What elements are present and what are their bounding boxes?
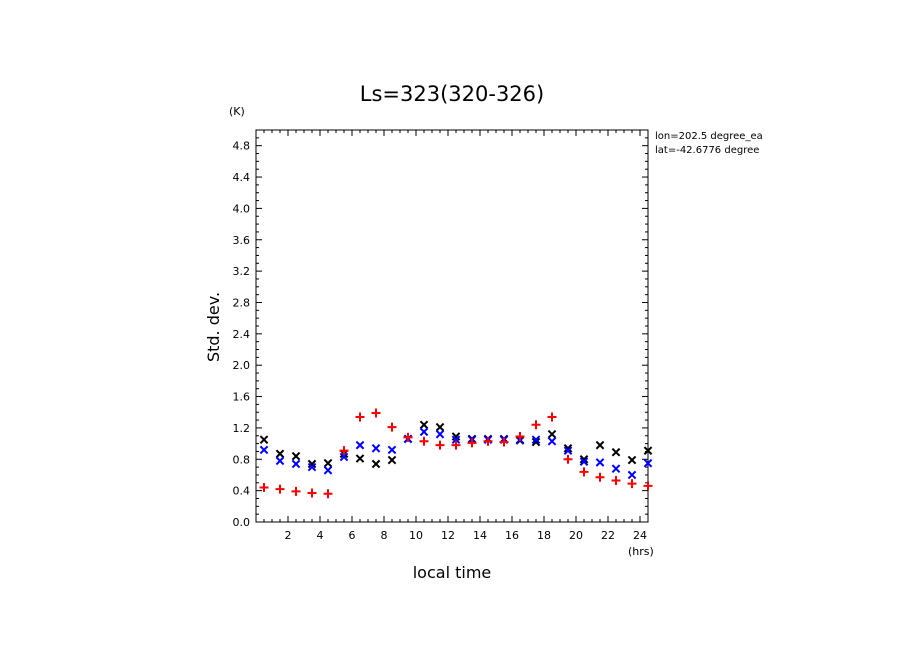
data-point [611, 475, 621, 485]
x-tick-label: 18 [537, 529, 551, 542]
data-point [275, 456, 285, 466]
data-point [643, 458, 653, 468]
y-axis-label: Std. dev. [204, 292, 223, 362]
data-point [275, 449, 285, 459]
data-point [419, 436, 429, 446]
x-tick-label: 4 [317, 529, 324, 542]
annotation-lat: lat=-42.6776 degree [655, 145, 759, 156]
data-point [531, 420, 541, 430]
chart-title: Ls=323(320-326) [360, 82, 544, 106]
data-point [483, 436, 493, 446]
data-point [579, 454, 589, 464]
data-point [627, 479, 637, 489]
data-point [387, 455, 397, 465]
y-tick-label: 4.0 [233, 202, 251, 215]
data-point [435, 429, 445, 439]
data-point [579, 457, 589, 466]
data-point [419, 427, 429, 437]
data-point [403, 432, 413, 442]
data-point [563, 443, 573, 453]
y-tick-label: 0.0 [233, 516, 251, 529]
data-point [627, 455, 637, 465]
data-point [611, 464, 621, 473]
data-point [307, 459, 317, 469]
data-point [355, 440, 365, 450]
data-point [451, 440, 461, 450]
data-point [387, 422, 397, 432]
y-tick-label: 4.4 [233, 171, 251, 184]
y-tick-label: 3.2 [233, 265, 251, 278]
data-point [515, 432, 525, 442]
x-unit-label: (hrs) [628, 545, 654, 558]
series-0 [259, 420, 653, 469]
x-tick-label: 24 [633, 529, 647, 542]
data-point [323, 465, 333, 475]
y-tick-label: 3.6 [233, 234, 251, 247]
data-point [547, 429, 557, 439]
x-tick-label: 12 [441, 529, 455, 542]
y-tick-label: 0.8 [233, 453, 251, 466]
data-point [531, 437, 541, 447]
data-point [307, 488, 317, 498]
x-tick-label: 2 [285, 529, 292, 542]
data-point [323, 458, 333, 468]
data-point [499, 437, 509, 447]
x-tick-label: 14 [473, 529, 487, 542]
data-point [643, 481, 653, 491]
x-tick-label: 10 [409, 529, 423, 542]
data-point [275, 484, 285, 494]
data-point [291, 459, 301, 469]
data-point [291, 451, 301, 461]
data-point [371, 408, 381, 418]
x-tick-label: 20 [569, 529, 583, 542]
data-point [371, 443, 381, 453]
y-tick-label: 4.8 [233, 140, 251, 153]
data-point [595, 440, 605, 450]
data-point [259, 445, 269, 455]
x-axis-label: local time [413, 563, 492, 582]
data-point [435, 422, 445, 432]
y-tick-label: 2.8 [233, 296, 251, 309]
data-point [371, 459, 381, 469]
x-tick-label: 16 [505, 529, 519, 542]
y-tick-label: 1.6 [233, 391, 251, 404]
data-point [307, 462, 317, 472]
data-point [387, 445, 397, 455]
y-unit-label: (K) [229, 105, 245, 118]
data-point [259, 483, 269, 493]
y-tick-label: 1.2 [233, 422, 251, 435]
data-point [323, 489, 333, 499]
y-tick-label: 0.4 [233, 485, 251, 498]
data-point [451, 432, 461, 441]
data-point [643, 446, 653, 455]
data-point [531, 435, 541, 444]
y-tick-label: 2.0 [233, 359, 251, 372]
data-point [563, 446, 573, 455]
data-point [563, 454, 573, 464]
data-point [627, 470, 637, 480]
data-point [355, 454, 365, 463]
data-point [419, 420, 429, 430]
data-point [339, 446, 349, 456]
x-tick-label: 22 [601, 529, 615, 542]
data-point [435, 440, 445, 450]
data-point [595, 458, 605, 467]
data-point [467, 438, 477, 448]
data-point [259, 435, 269, 444]
data-point [595, 472, 605, 482]
x-tick-label: 8 [381, 529, 388, 542]
series-2 [259, 408, 653, 499]
x-tick-label: 6 [349, 529, 356, 542]
data-point [579, 467, 589, 477]
data-point [611, 447, 621, 457]
data-point [355, 412, 365, 422]
data-point [291, 486, 301, 496]
y-tick-label: 2.4 [233, 328, 251, 341]
data-point [547, 436, 557, 446]
data-point [339, 452, 349, 462]
data-point [451, 435, 461, 444]
annotation-lon: lon=202.5 degree_ea [655, 131, 763, 142]
data-point [547, 412, 557, 422]
